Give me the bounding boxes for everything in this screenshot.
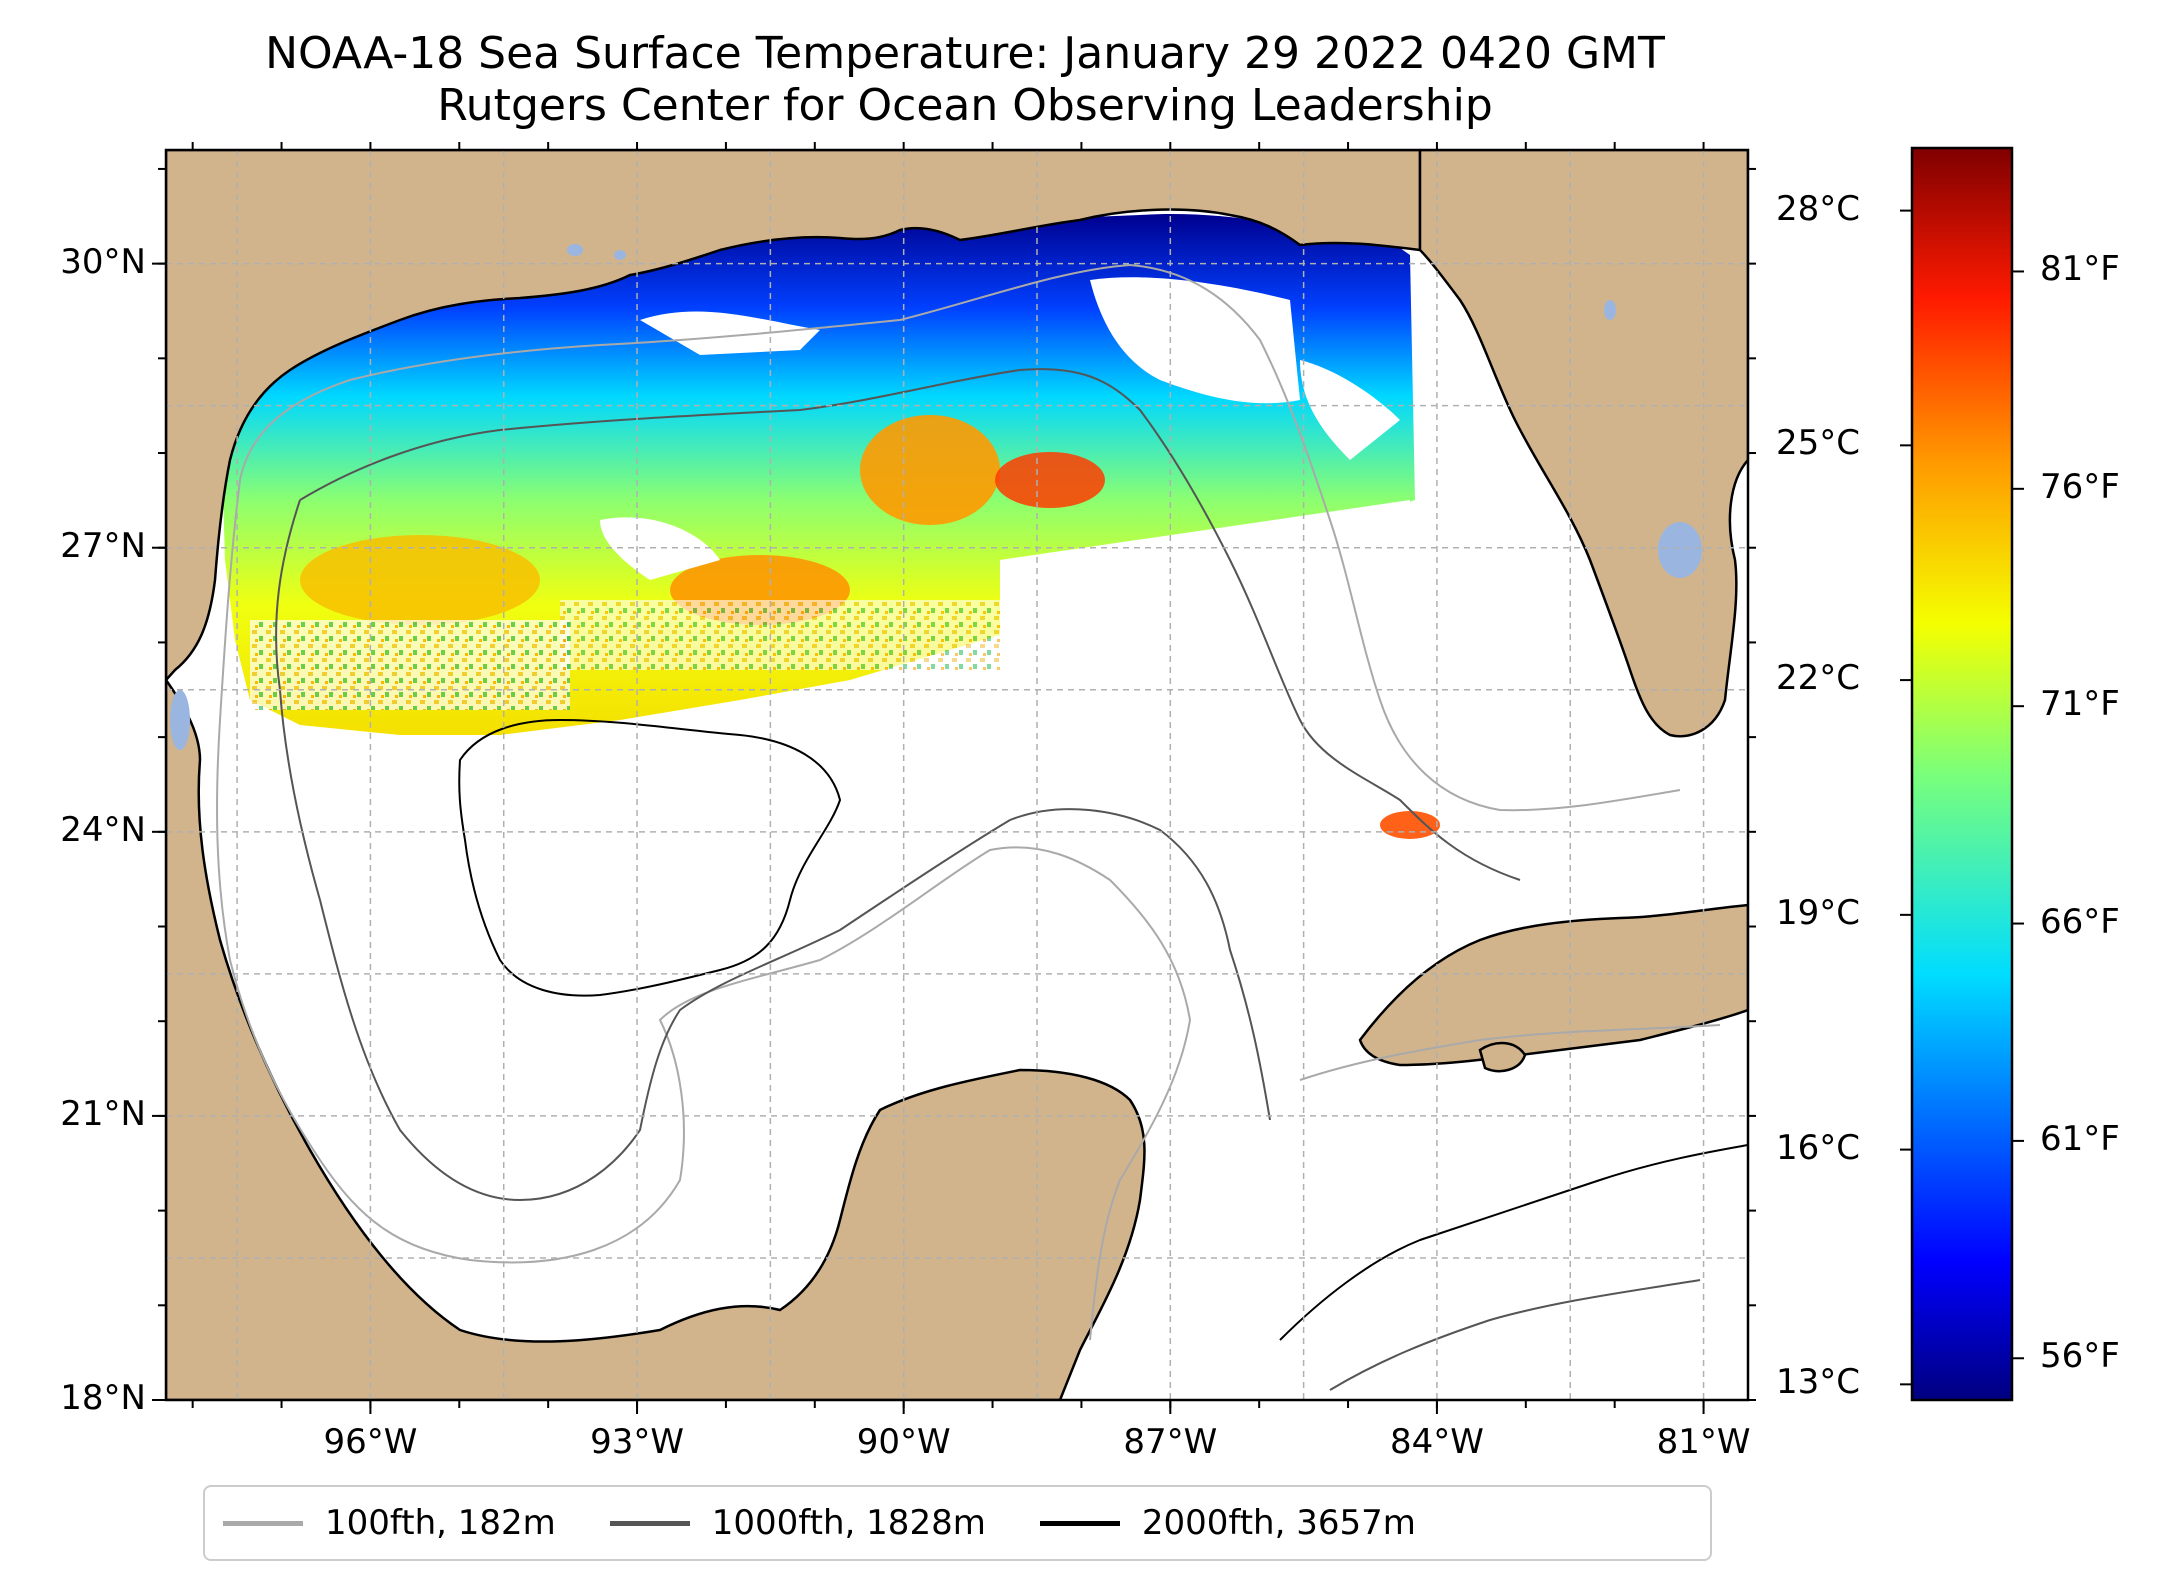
lat-tick-label: 24°N <box>60 809 146 850</box>
colorbar-celsius-label: 25°C <box>1776 423 1861 464</box>
colorbar <box>1910 146 2014 1402</box>
colorbar-celsius-label: 19°C <box>1776 892 1861 933</box>
lakes <box>170 244 1702 750</box>
legend-item: 2000fth, 3657m <box>1039 1503 1416 1543</box>
legend-label: 100fth, 182m <box>325 1503 556 1543</box>
colorbar-celsius-label: 28°C <box>1776 188 1861 229</box>
map-frame <box>164 148 1750 1402</box>
lon-tick-label: 87°W <box>1123 1422 1218 1462</box>
land-mexico <box>166 677 1146 1400</box>
lon-tick-label: 84°W <box>1389 1422 1484 1462</box>
legend-line-swatch <box>1039 1520 1120 1526</box>
cloud-speckle <box>250 620 570 710</box>
contour-2000fth <box>458 718 842 997</box>
cloud-gap <box>1090 277 1300 404</box>
land-cuba <box>1358 903 1748 1067</box>
lat-tick-label: 18°N <box>60 1378 146 1418</box>
cloud-gap <box>1300 360 1400 460</box>
colorbar-ticks <box>1900 209 2024 1386</box>
colorbar-celsius-label: 22°C <box>1776 658 1861 699</box>
sst-warm-patch <box>995 452 1105 508</box>
colorbar-celsius-label: 13°C <box>1776 1362 1861 1403</box>
land-isla-juventud <box>1478 1041 1527 1073</box>
land <box>166 150 1748 1400</box>
contour-100fth <box>216 263 1681 1341</box>
land-florida <box>1418 150 1748 738</box>
lon-tick-label: 81°W <box>1656 1422 1751 1462</box>
sst-warm-patch <box>300 535 540 625</box>
legend-item: 1000fth, 1828m <box>609 1503 986 1543</box>
cloud-gap <box>640 311 820 355</box>
map-plot-area <box>166 150 1748 1400</box>
bathymetry-legend: 100fth, 182m 1000fth, 1828m 2000fth, 3657m <box>203 1485 1712 1561</box>
legend-item: 100fth, 182m <box>223 1503 556 1543</box>
cloud-gap <box>600 517 720 580</box>
colorbar-fahrenheit-label: 56°F <box>2040 1336 2120 1377</box>
contour-1000fth <box>275 368 1521 1202</box>
cloud-speckle <box>560 600 1010 670</box>
lon-tick-label: 96°W <box>323 1422 418 1462</box>
map-title: NOAA-18 Sea Surface Temperature: January… <box>265 28 1665 79</box>
cloud-gap <box>1000 500 1415 760</box>
lat-tick-label: 30°N <box>60 241 146 282</box>
colorbar-fahrenheit-label: 76°F <box>2040 466 2120 507</box>
lat-tick-label: 21°N <box>60 1093 146 1134</box>
land-us-gulf-coast <box>166 150 1422 682</box>
lon-tick-label: 93°W <box>590 1422 684 1462</box>
sst-warm-patch <box>860 415 1000 525</box>
sst-swath-north <box>222 214 1415 736</box>
map-subtitle: Rutgers Center for Ocean Observing Leade… <box>437 80 1493 131</box>
colorbar-fahrenheit-label: 81°F <box>2040 249 2120 290</box>
legend-line-swatch <box>609 1520 690 1526</box>
colorbar-fahrenheit-label: 71°F <box>2040 684 2120 725</box>
legend-label: 2000fth, 3657m <box>1141 1503 1416 1543</box>
colorbar-celsius-label: 16°C <box>1776 1127 1861 1168</box>
lon-tick-label: 90°W <box>856 1422 951 1462</box>
colorbar-fahrenheit-label: 66°F <box>2040 901 2120 942</box>
colorbar-fahrenheit-label: 61°F <box>2040 1118 2120 1159</box>
axis-ticks <box>152 142 1756 1414</box>
legend-line-swatch <box>223 1520 303 1526</box>
bathymetry-contours <box>216 263 1748 1391</box>
legend-label: 1000fth, 1828m <box>711 1503 986 1543</box>
lat-tick-label: 27°N <box>60 525 146 566</box>
sst-warm-patch <box>1380 811 1440 839</box>
